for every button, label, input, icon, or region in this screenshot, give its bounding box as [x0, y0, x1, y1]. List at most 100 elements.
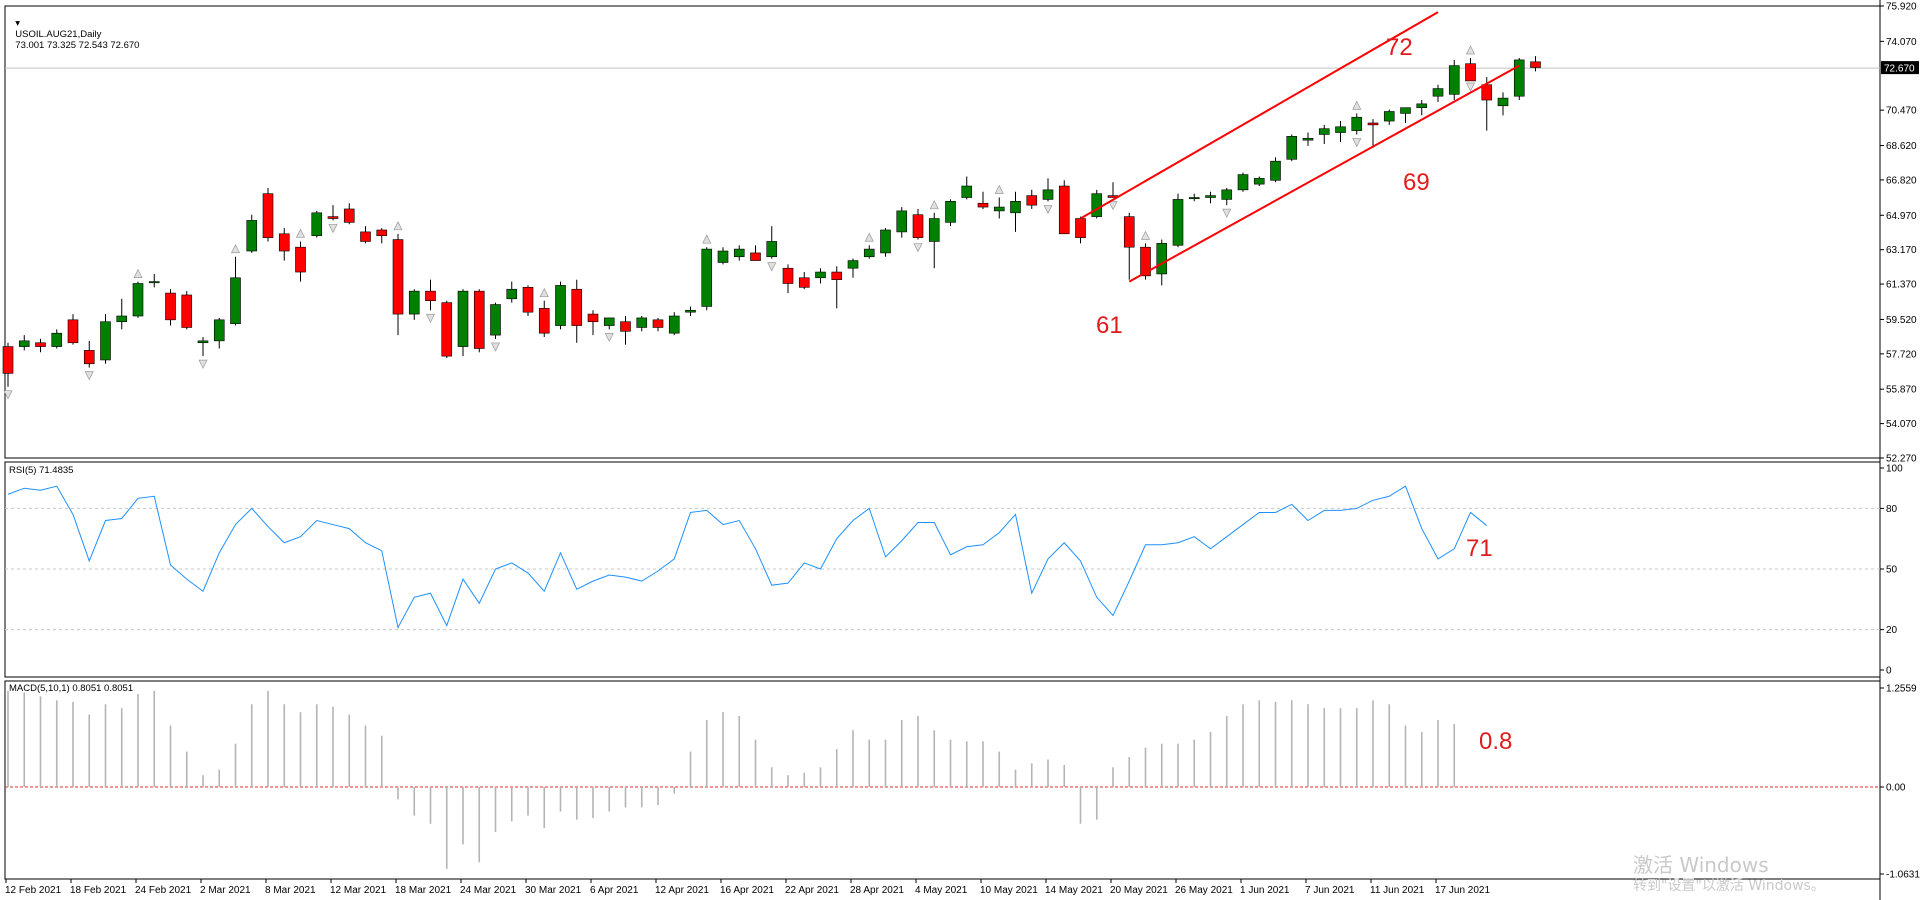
candle — [408, 289, 420, 320]
fractal-up-icon — [1465, 45, 1476, 55]
candle — [571, 279, 583, 343]
candle — [1026, 189, 1038, 209]
candle — [1042, 178, 1054, 202]
fractal-up-icon — [929, 200, 939, 210]
candle — [35, 338, 46, 353]
candle — [181, 291, 193, 330]
annotation-rsi: 71 — [1466, 535, 1493, 562]
price-tick-label: 75.920 — [1886, 2, 1917, 13]
candle — [18, 335, 30, 351]
candle-body — [1513, 59, 1525, 97]
candle — [506, 281, 518, 303]
candle-body — [912, 214, 924, 238]
candle-body — [425, 290, 436, 302]
candle — [197, 337, 209, 357]
fractal-up-icon — [133, 268, 143, 278]
fractal-down-icon — [3, 390, 13, 400]
candle-body — [2, 346, 14, 374]
candle — [1335, 121, 1346, 143]
fractal-down-icon — [1465, 82, 1476, 92]
price-tick-label: 61.370 — [1886, 280, 1917, 291]
candle — [1513, 57, 1525, 101]
candle — [977, 191, 989, 209]
time-tick-label: 17 Jun 2021 — [1435, 885, 1490, 896]
candle-body — [1123, 216, 1135, 248]
candle-body — [1140, 246, 1151, 277]
candle-body — [295, 246, 306, 273]
price-tick-label: 68.620 — [1886, 141, 1917, 152]
time-tick-label: 14 May 2021 — [1045, 885, 1103, 896]
price-tick-label: 59.520 — [1886, 315, 1917, 326]
candle-body — [620, 321, 631, 332]
candle-body — [928, 218, 940, 242]
fractal-down-icon — [1352, 138, 1362, 148]
current-price-box — [1881, 61, 1919, 75]
channel-lower-line — [1128, 64, 1520, 283]
price-tick-label: 57.720 — [1886, 349, 1917, 360]
candle-body — [717, 250, 729, 263]
ohlc-values: 73.001 73.325 72.543 72.670 — [15, 40, 140, 51]
candle-body — [165, 292, 176, 321]
candle — [945, 199, 956, 227]
candle — [1465, 57, 1476, 82]
candle — [912, 208, 924, 240]
candle-body — [1237, 174, 1249, 191]
macd-tick-label: 0.00 — [1886, 783, 1906, 794]
time-tick-label: 24 Feb 2021 — [135, 885, 192, 896]
candle-body — [457, 290, 469, 347]
candle-body — [376, 229, 388, 237]
candle — [1205, 191, 1216, 204]
candle — [1497, 92, 1509, 116]
candle — [1400, 107, 1411, 123]
candle-body — [490, 304, 501, 336]
fractal-up-icon — [393, 221, 403, 231]
price-tick-label: 64.970 — [1886, 211, 1917, 222]
candle-body — [1530, 61, 1541, 68]
candle — [441, 300, 453, 359]
macd-tick-label: -1.0631 — [1886, 870, 1920, 881]
current-price-label: 72.670 — [1884, 64, 1915, 75]
rsi-tick-label: 100 — [1886, 464, 1903, 475]
annotation-pullback: 69 — [1403, 169, 1430, 196]
candle-body — [652, 319, 664, 328]
candle — [701, 247, 713, 311]
candle-body — [1091, 193, 1103, 217]
fractal-up-icon — [295, 228, 306, 238]
candle — [148, 273, 160, 288]
candle-body — [67, 319, 79, 344]
candle — [717, 247, 729, 265]
candle-body — [1432, 88, 1444, 97]
candle — [782, 264, 794, 294]
candle-body — [506, 288, 518, 300]
candle-body — [1270, 160, 1281, 181]
candle-body — [230, 277, 241, 324]
candle — [1123, 212, 1135, 280]
candle-body — [522, 287, 534, 313]
fractal-down-icon — [1108, 201, 1118, 211]
candle — [343, 203, 355, 225]
candle — [896, 207, 908, 238]
fractal-up-icon — [230, 243, 241, 254]
price-tick-label: 74.070 — [1886, 37, 1917, 48]
annotation-low: 61 — [1096, 312, 1123, 339]
candle-body — [831, 271, 843, 280]
candle — [262, 187, 274, 242]
candle — [165, 289, 176, 326]
time-tick-label: 10 May 2021 — [980, 885, 1038, 896]
candle-body — [1497, 97, 1509, 107]
price-tick-label: 70.470 — [1886, 106, 1917, 117]
candle — [636, 315, 648, 332]
collapse-triangle-icon[interactable]: ▾ — [15, 18, 21, 29]
candle — [1253, 176, 1265, 187]
price-tick-label: 52.270 — [1886, 454, 1917, 465]
candle — [1432, 84, 1444, 102]
candle — [993, 197, 1005, 219]
candle — [213, 317, 225, 349]
time-tick-label: 1 Jun 2021 — [1240, 885, 1290, 896]
candle-body — [815, 271, 826, 279]
candle-body — [538, 308, 550, 334]
time-tick-label: 2 Mar 2021 — [200, 885, 251, 896]
symbol-label: USOIL.AUG21,Daily — [15, 29, 102, 40]
candle-body — [896, 210, 908, 233]
